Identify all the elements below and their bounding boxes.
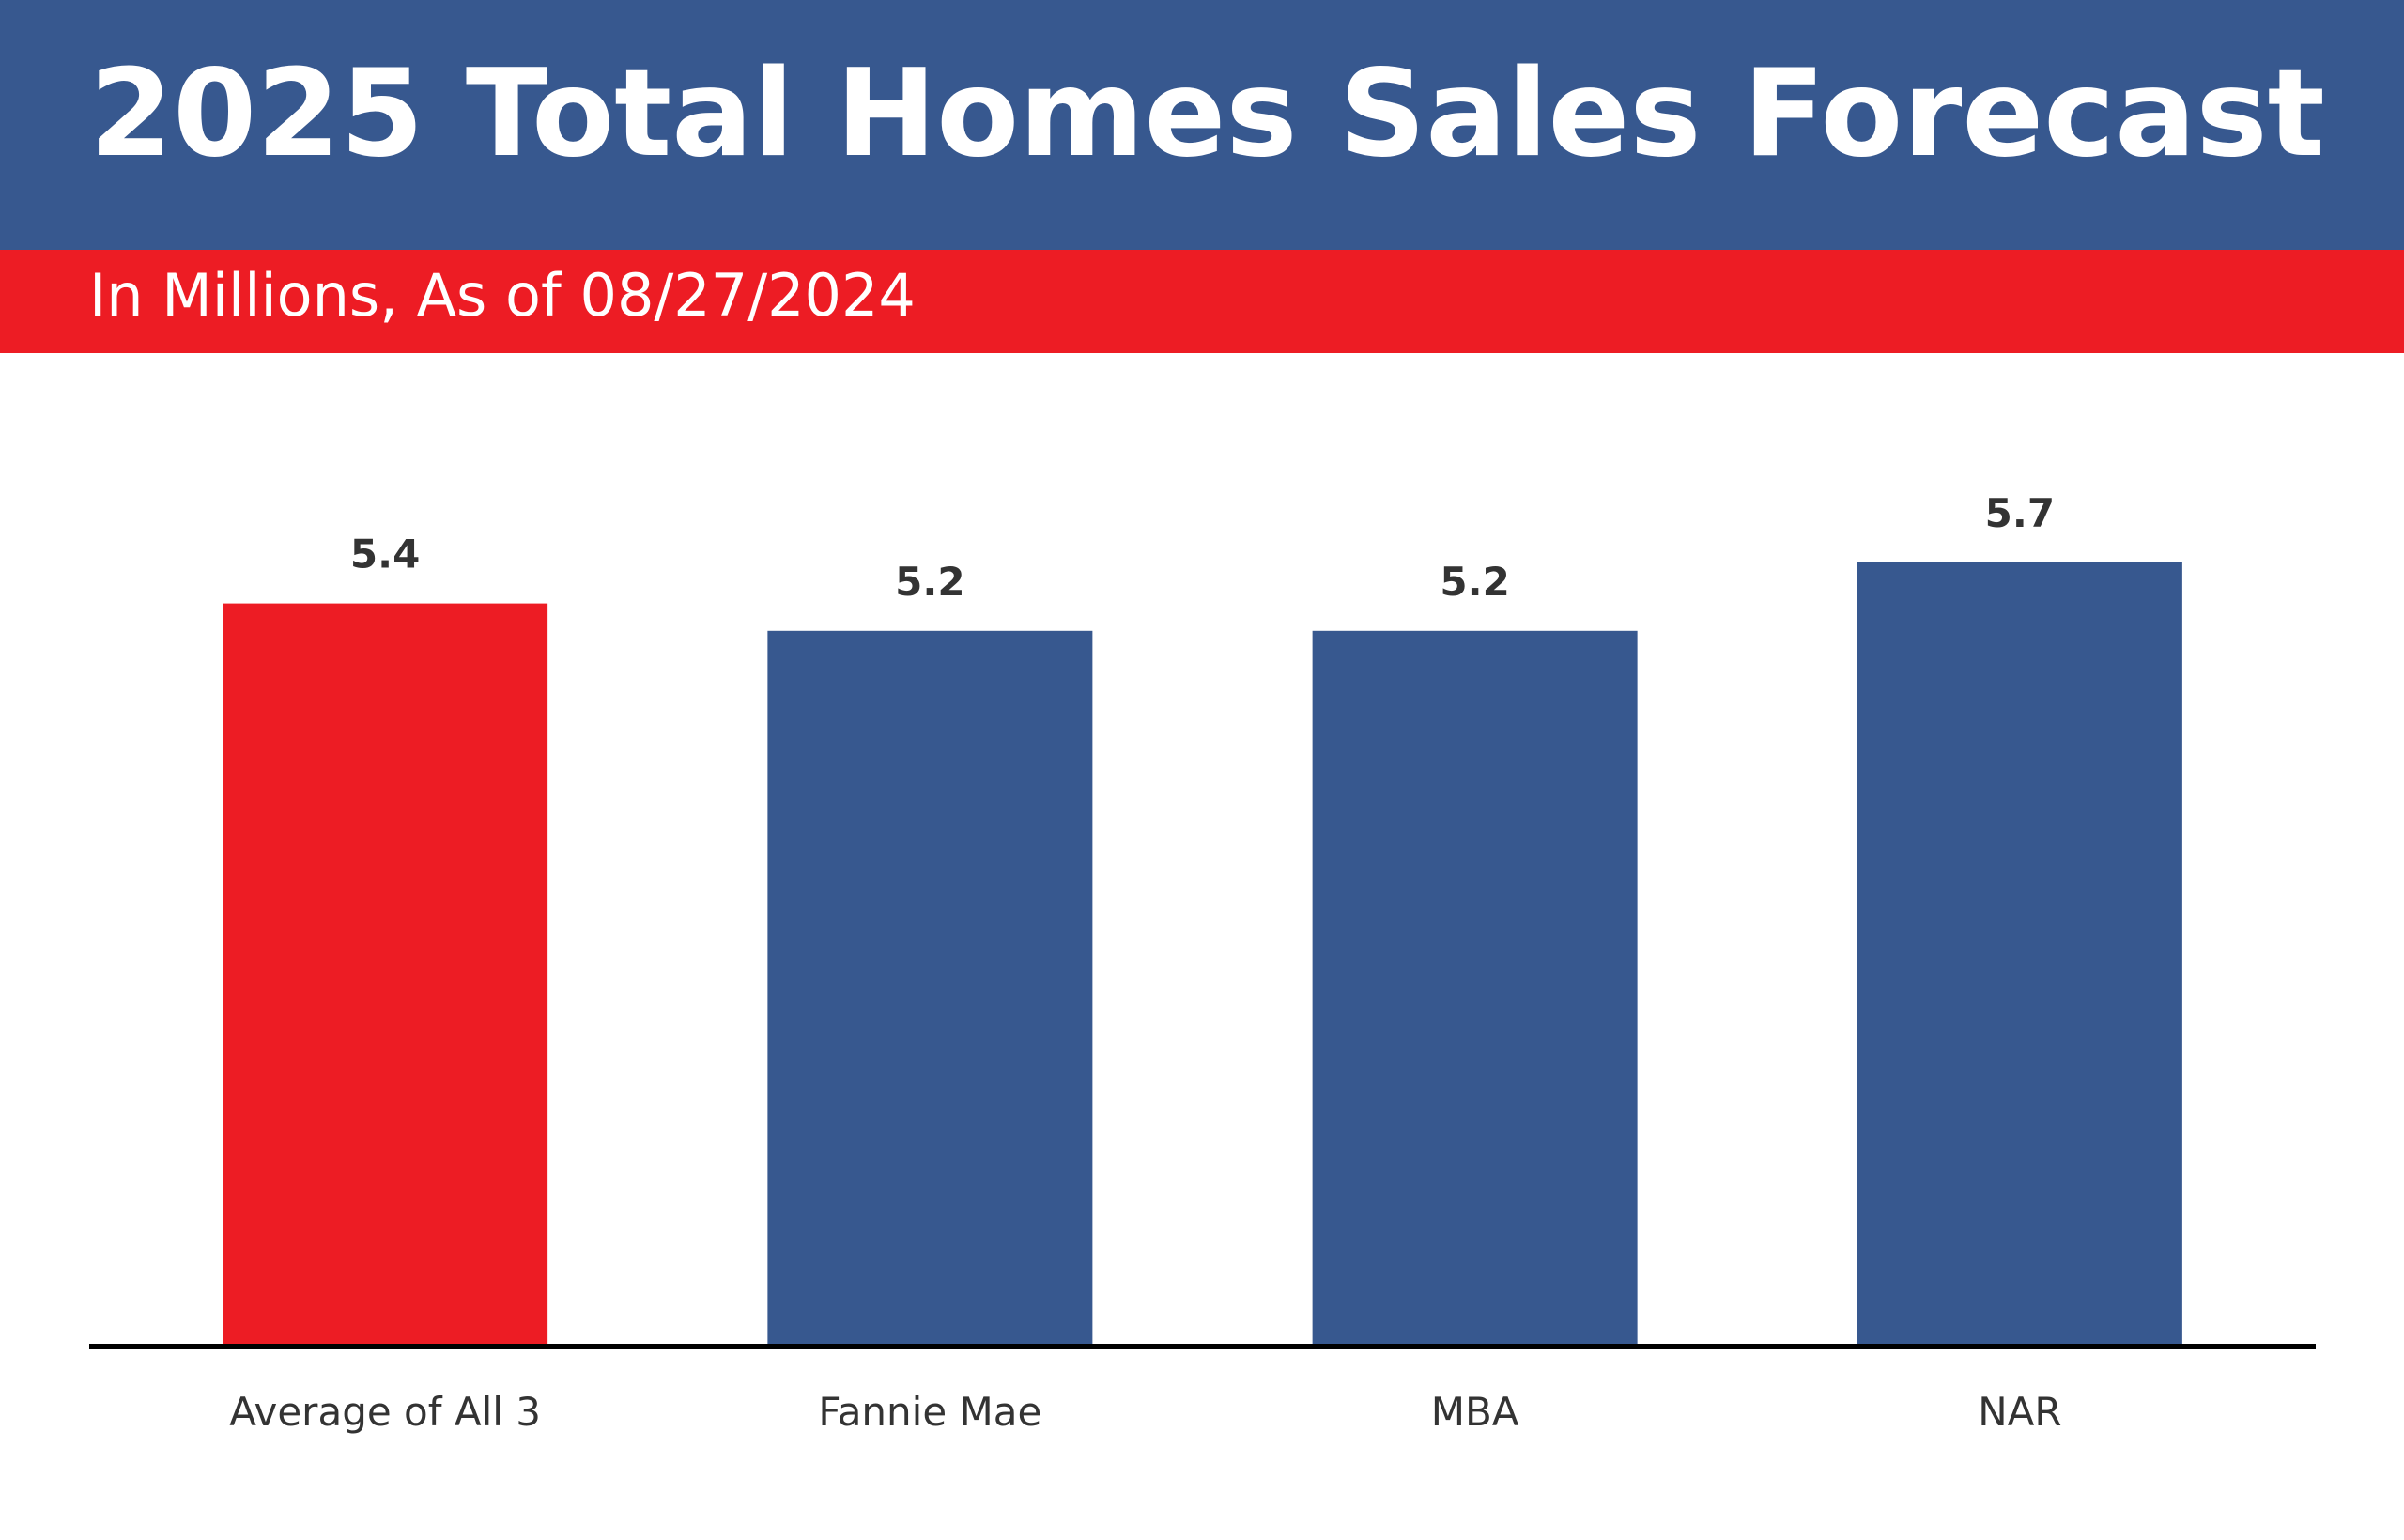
x-tick-label: MBA xyxy=(1431,1389,1519,1435)
bar xyxy=(1312,630,1638,1344)
x-tick-label: NAR xyxy=(1978,1389,2061,1435)
subtitle-band xyxy=(0,250,2404,353)
value-label: 5.2 xyxy=(1440,559,1509,605)
header-band xyxy=(0,0,2404,250)
chart-title: 2025 Total Homes Sales Forecast xyxy=(89,44,2325,184)
bar xyxy=(1857,562,2182,1344)
value-label: 5.7 xyxy=(1985,490,2055,536)
chart-subtitle: In Millions, As of 08/27/2024 xyxy=(89,261,916,330)
x-tick-label: Average of All 3 xyxy=(229,1389,541,1435)
bar xyxy=(223,603,548,1344)
bar xyxy=(767,630,1093,1344)
x-tick-label: Fannie Mae xyxy=(818,1389,1041,1435)
value-label: 5.4 xyxy=(350,531,420,578)
value-label: 5.2 xyxy=(895,559,964,605)
